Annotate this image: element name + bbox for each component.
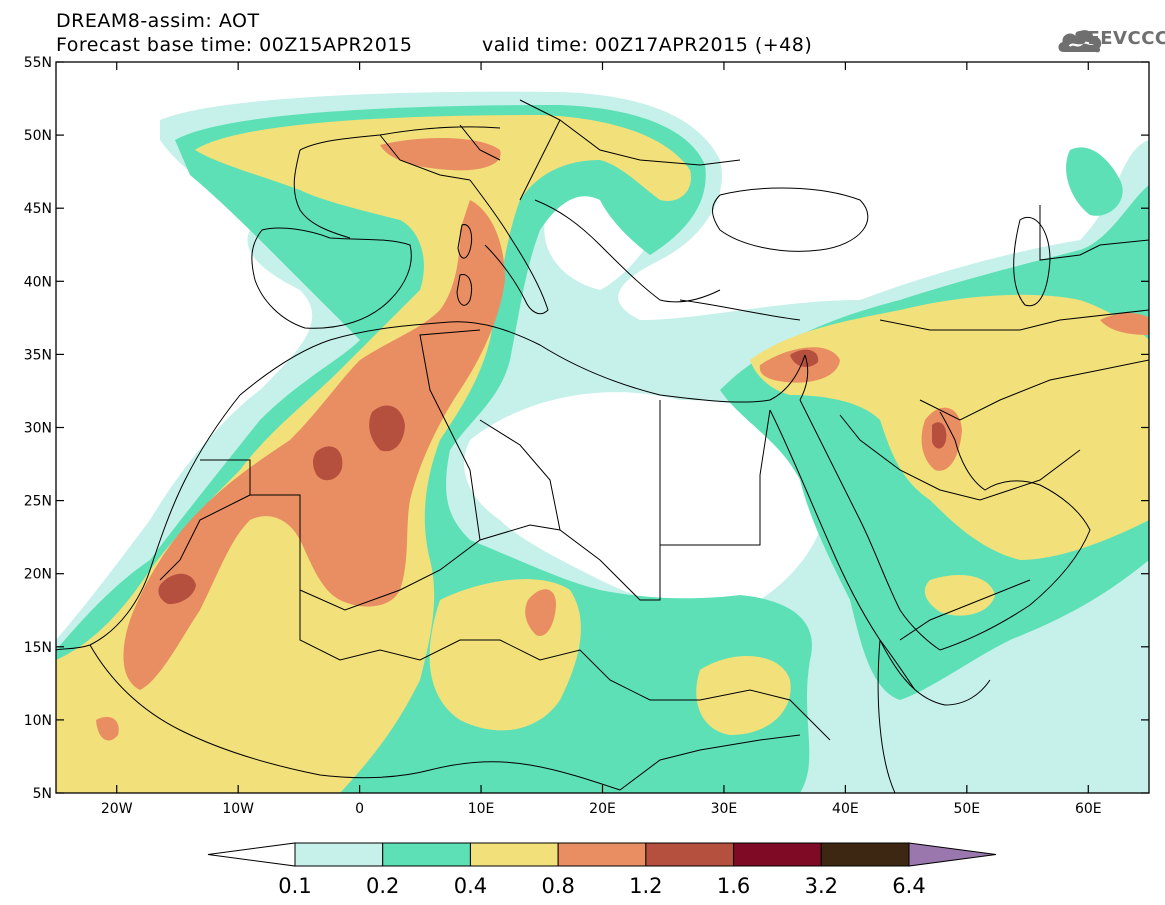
aot-level-0.8 — [123, 200, 505, 690]
aot-level-1.2-iraq — [932, 422, 947, 449]
aot-level-0.8-guinea — [96, 716, 119, 741]
aot-level-0.2-east — [1066, 147, 1123, 216]
aot-level-0.8-chad — [525, 589, 556, 636]
colorbar-segment — [645, 842, 735, 867]
aot-level-0.4-sudan — [696, 656, 791, 735]
lon-tick-label: 50E — [953, 801, 980, 817]
forecast-base-time: Forecast base time: 00Z15APR2015 — [56, 34, 413, 56]
lat-tick-label: 30N — [24, 421, 52, 437]
colorbar-segment — [207, 842, 296, 867]
lon-tick-label: 20W — [101, 801, 133, 817]
logo-text: SEEVCCC — [1074, 28, 1165, 49]
colorbar-segment — [469, 842, 559, 867]
lon-tick-label: 60E — [1075, 801, 1102, 817]
lat-tick-label: 10N — [24, 713, 52, 729]
lat-tick-label: 20N — [24, 567, 52, 583]
lon-tick-label: 10W — [222, 801, 254, 817]
lon-tick-label: 0 — [355, 801, 364, 817]
axis-ticks: 20W 10W 0 10E 20E 30E 40E 50E 60E 55N 50N 45N 40N 35N… — [24, 55, 1149, 817]
colorbar-segment — [557, 842, 647, 867]
aot-level-1.2-mali — [313, 446, 343, 481]
lat-tick-label: 15N — [24, 640, 52, 656]
lat-tick-label: 50N — [24, 128, 52, 144]
colorbar-segment — [908, 842, 997, 867]
aot-level-1.2-maur — [158, 573, 196, 605]
aot-level-0.8-europe — [380, 138, 501, 171]
colorbar-label: 6.4 — [892, 874, 925, 898]
aot-gap-sahara — [464, 392, 828, 609]
colorbar-label: 3.2 — [805, 874, 838, 898]
lat-tick-label: 5N — [33, 786, 52, 802]
colorbar-segment — [294, 842, 384, 867]
lat-tick-label: 45N — [24, 201, 52, 217]
colorbar-label: 0.1 — [278, 874, 311, 898]
colorbar-segment — [382, 842, 471, 867]
lat-tick-label: 55N — [24, 55, 52, 71]
coastlines — [56, 99, 1149, 793]
colorbar-segment — [820, 842, 910, 867]
colorbar-label: 0.8 — [541, 874, 574, 898]
map-title: DREAM8-assim: AOT — [56, 10, 260, 32]
cloud-logo-icon — [1058, 30, 1102, 53]
lat-tick-label: 25N — [24, 494, 52, 510]
lon-tick-label: 10E — [468, 801, 495, 817]
aot-level-0.8-iran — [1100, 313, 1149, 335]
aot-level-1.2-algeria — [369, 405, 405, 452]
lon-tick-label: 30E — [711, 801, 738, 817]
valid-time: valid time: 00Z17APR2015 (+48) — [482, 34, 813, 56]
lat-tick-label: 35N — [24, 347, 52, 363]
colorbar-segment — [733, 842, 822, 867]
aot-field — [56, 91, 1149, 793]
colorbar-label: 0.4 — [454, 874, 487, 898]
aot-level-0.4-yemen — [924, 575, 995, 616]
lon-tick-label: 40E — [832, 801, 859, 817]
colorbar-label: 1.2 — [629, 874, 662, 898]
lon-tick-label: 20E — [589, 801, 616, 817]
colorbar-label: 1.6 — [717, 874, 750, 898]
lat-tick-label: 40N — [24, 274, 52, 290]
colorbar-label: 0.2 — [366, 874, 399, 898]
